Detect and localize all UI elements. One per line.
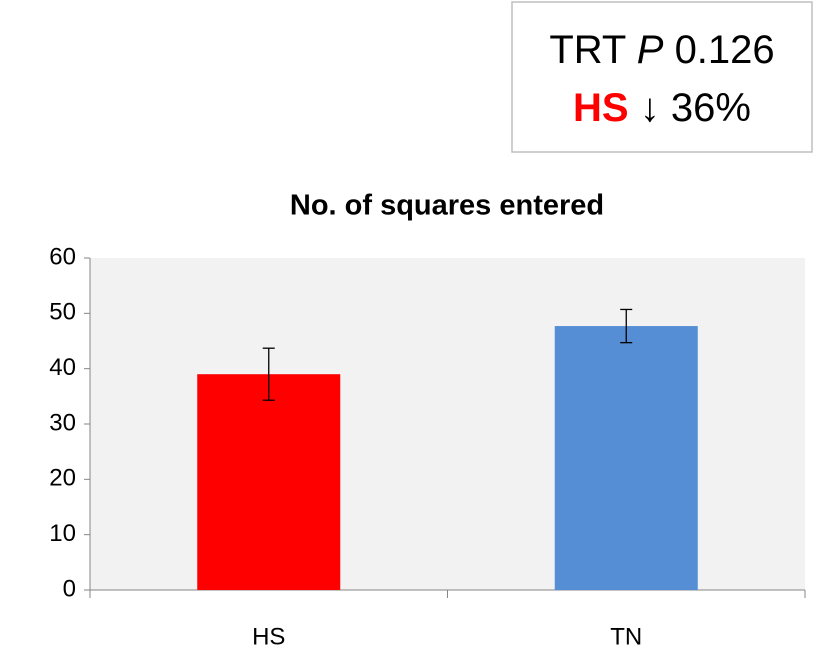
y-tick-label: 60: [49, 243, 76, 270]
error-bar: [620, 308, 633, 344]
error-bar: [262, 347, 275, 401]
y-tick-label: 10: [49, 520, 76, 547]
annotation-text: HS: [573, 86, 629, 130]
chart-title: No. of squares entered: [290, 190, 604, 222]
annotation-line1: TRT P 0.126: [549, 28, 774, 72]
bar: [197, 374, 341, 590]
y-tick-label: 30: [49, 409, 76, 436]
y-tick-label: 50: [49, 299, 76, 326]
y-tick-label: 20: [49, 465, 76, 492]
x-tick-label: HS: [252, 623, 285, 650]
annotation-text: P: [637, 28, 664, 72]
annotation-text: ↓: [640, 86, 660, 130]
annotation-box: [511, 1, 813, 153]
annotation-line2: HS ↓ 36%: [573, 86, 751, 130]
y-tick-label: 40: [49, 354, 76, 381]
y-tick-label: 0: [63, 575, 76, 602]
annotation-text: TRT: [549, 28, 626, 72]
x-tick-label: TN: [610, 623, 642, 650]
bar: [554, 326, 698, 590]
annotation-text: 36%: [671, 86, 751, 130]
annotation-text: 0.126: [675, 28, 775, 72]
